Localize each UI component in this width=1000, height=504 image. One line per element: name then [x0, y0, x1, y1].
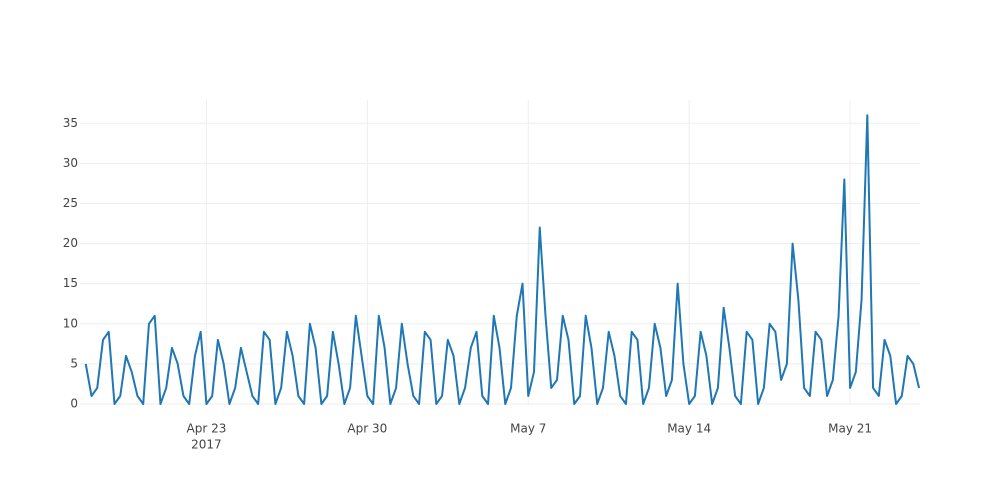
y-tick-label: 35 [63, 116, 78, 130]
y-tick-label: 30 [63, 156, 78, 170]
y-tick-label: 0 [70, 397, 78, 411]
line-series [84, 114, 921, 405]
y-tick-label: 15 [63, 276, 78, 290]
x-year-label: 2017 [191, 438, 222, 452]
x-tick-label: May 21 [828, 422, 872, 436]
y-tick-label: 25 [63, 196, 78, 210]
y-tick-label: 5 [70, 356, 78, 370]
x-tick-label: May 14 [667, 422, 711, 436]
x-tick-label: Apr 23 [187, 422, 227, 436]
y-tick-label: 20 [63, 236, 78, 250]
y-tick-label: 10 [63, 316, 78, 330]
x-tick-label: May 7 [510, 422, 546, 436]
x-tick-label: Apr 30 [347, 422, 387, 436]
